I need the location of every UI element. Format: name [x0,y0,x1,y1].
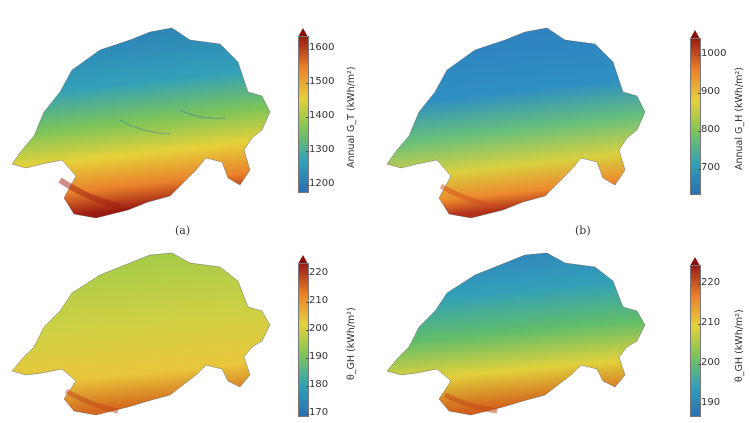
tick-b-1: 900 [697,86,721,97]
colorbar-label-d: θ_GH (kWh/m²) [734,309,745,382]
colorbar-tip-d [690,257,700,266]
switzerland-map-a [11,27,271,219]
tick-a-4: 1200 [305,178,335,189]
tick-c-4: 180 [305,379,329,390]
colorbar-a: 1600 1500 1400 1300 1200 Annual G_T (kWh… [298,28,368,198]
colorbar-b: 1000 900 800 700 Annual G_H (kWh/m²) [690,30,750,200]
tick-d-1: 210 [697,317,721,328]
colorbar-tip-c [298,255,308,264]
switzerland-map-c [11,252,271,416]
tick-b-3: 700 [697,162,721,173]
colorbar-c: 220 210 200 190 180 170 θ_GH (kWh/m²) [298,255,368,421]
tick-c-2: 200 [305,323,329,334]
switzerland-shape-a [11,27,271,219]
tick-d-0: 220 [697,277,721,288]
colorbar-label-c: θ_GH (kWh/m²) [346,307,357,380]
tick-b-2: 800 [697,124,721,135]
switzerland-shape-d [386,252,646,416]
switzerland-shape-b [386,27,646,219]
caption-b: (b) [575,224,591,237]
tick-c-5: 170 [305,407,329,418]
colorbar-tip-b [690,30,700,39]
tick-a-2: 1400 [305,110,335,121]
map-panel-b: 1000 900 800 700 Annual G_H (kWh/m²) (b) [375,0,750,245]
colorbar-gradient-d [690,265,701,417]
colorbar-gradient-a [298,36,309,193]
tick-a-0: 1600 [305,42,335,53]
map-panel-a: 1600 1500 1400 1300 1200 Annual G_T (kWh… [0,0,375,245]
map-panel-c: 220 210 200 190 180 170 θ_GH (kWh/m²) [0,245,375,423]
switzerland-shape-c [11,252,271,416]
tick-c-0: 220 [305,267,329,278]
tick-a-3: 1300 [305,144,335,155]
tick-c-3: 190 [305,351,329,362]
colorbar-d: 220 210 200 190 θ_GH (kWh/m²) [690,257,750,421]
switzerland-map-b [386,27,646,219]
colorbar-gradient-b [690,38,701,195]
tick-d-3: 190 [697,397,721,408]
tick-d-2: 200 [697,357,721,368]
caption-a: (a) [175,224,191,237]
colorbar-label-b: Annual G_H (kWh/m²) [734,67,745,170]
tick-a-1: 1500 [305,76,335,87]
colorbar-gradient-c [298,263,309,417]
tick-b-0: 1000 [697,48,727,59]
tick-c-1: 210 [305,295,329,306]
switzerland-map-d [386,252,646,416]
colorbar-tip-a [298,28,308,37]
colorbar-label-a: Annual G_T (kWh/m²) [346,66,357,168]
map-panel-d: 220 210 200 190 θ_GH (kWh/m²) [375,245,750,423]
